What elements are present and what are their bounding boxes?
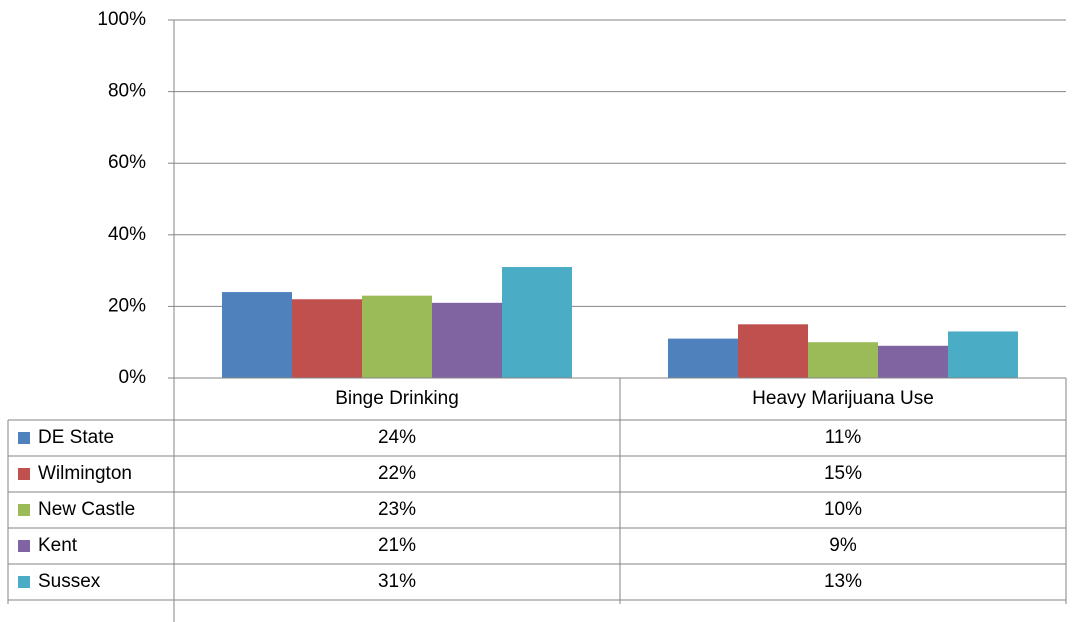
legend-swatch xyxy=(18,540,30,552)
legend-swatch xyxy=(18,504,30,516)
legend-swatch xyxy=(18,432,30,444)
legend-label: Sussex xyxy=(38,571,101,592)
legend-label: Kent xyxy=(38,535,78,556)
table-value: 15% xyxy=(824,463,862,484)
legend-label: Wilmington xyxy=(38,463,132,484)
bar xyxy=(362,295,432,378)
y-tick-label: 40% xyxy=(108,224,146,245)
bar xyxy=(292,299,362,378)
y-tick-label: 100% xyxy=(97,9,146,30)
legend-label: New Castle xyxy=(38,499,135,520)
table-value: 31% xyxy=(378,571,416,592)
bar xyxy=(878,345,948,378)
bar xyxy=(222,292,292,378)
y-tick-label: 60% xyxy=(108,152,146,173)
table-value: 23% xyxy=(378,499,416,520)
table-value: 24% xyxy=(378,427,416,448)
x-tick-label: Heavy Marijuana Use xyxy=(752,388,934,409)
table-value: 11% xyxy=(825,427,862,448)
bar xyxy=(668,338,738,378)
y-tick-label: 80% xyxy=(108,81,146,102)
table-value: 9% xyxy=(829,535,857,556)
bar xyxy=(432,302,502,378)
legend-swatch xyxy=(18,468,30,480)
legend-label: DE State xyxy=(38,427,114,448)
bar xyxy=(948,331,1018,378)
table-value: 21% xyxy=(378,535,416,556)
bar xyxy=(502,267,572,378)
y-tick-label: 0% xyxy=(119,367,147,388)
table-value: 10% xyxy=(824,499,862,520)
table-value: 13% xyxy=(824,571,862,592)
legend-swatch xyxy=(18,576,30,588)
bar xyxy=(738,324,808,378)
y-tick-label: 20% xyxy=(108,295,146,316)
x-tick-label: Binge Drinking xyxy=(335,388,459,409)
table-value: 22% xyxy=(378,463,416,484)
bar xyxy=(808,342,878,378)
